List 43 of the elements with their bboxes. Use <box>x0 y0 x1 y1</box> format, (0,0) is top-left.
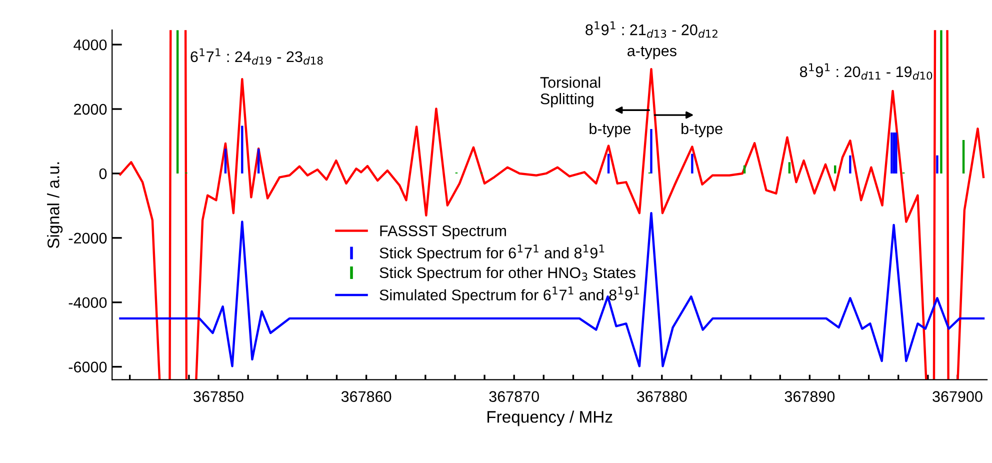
bar <box>788 162 791 174</box>
annotation: b-type <box>682 122 722 138</box>
bar <box>834 165 836 174</box>
x-tick-label: 367850 <box>194 391 244 402</box>
bar <box>691 154 694 174</box>
bar <box>257 148 260 174</box>
annotation: 6$^{1}$7$^{1}$ : 24$_{d19}$ - 23$_{d18}$ <box>190 48 323 65</box>
bar <box>936 155 938 174</box>
x-tick-label: 367890 <box>784 391 835 402</box>
y-tick-label: 0 <box>99 168 107 180</box>
bar <box>607 154 610 174</box>
annotation: b-type <box>590 122 630 138</box>
legend-label: Stick Spectrum for 6$^{1}$7$^{1}$ and 8$^{1}$9$^{1}$ <box>380 244 604 262</box>
y-tick-label: -6000 <box>68 362 107 372</box>
annotation: a-types <box>628 46 676 60</box>
x-tick-label: 367900 <box>932 391 982 402</box>
x-tick-label: 367860 <box>341 391 392 402</box>
y-tick-label: -2000 <box>68 232 107 244</box>
bar <box>892 132 896 174</box>
bar <box>743 165 746 174</box>
annotation: 8$^{1}$9$^{1}$ : 20$_{d11}$ - 19$_{d10}$ <box>800 63 932 80</box>
annotation: Torsional Splitting <box>540 76 600 108</box>
bar <box>940 30 942 174</box>
y-tick-label: -4000 <box>68 297 107 308</box>
bar <box>241 126 244 174</box>
legend-label: Simulated Spectrum for 6$^{1}$7$^{1}$ and 8$^{1}$9$^{1}$ <box>380 286 639 304</box>
bar <box>650 129 652 174</box>
x-axis-title: Frequency / MHz <box>487 410 612 426</box>
bar <box>849 155 852 174</box>
x-tick-label: 367880 <box>636 391 687 402</box>
y-tick-label: 2000 <box>74 104 107 115</box>
line-series <box>119 212 985 368</box>
bar <box>962 140 965 174</box>
y-axis-title: Signal / a.u. <box>47 162 63 248</box>
bar <box>224 148 227 174</box>
y-tick-label: 4000 <box>74 39 107 50</box>
legend-label: Stick Spectrum for other HNO$_{3}$ States <box>380 266 636 282</box>
x-tick-label: 367870 <box>489 391 539 402</box>
bar <box>176 30 179 174</box>
bar <box>890 132 893 174</box>
legend-label: FASSST Spectrum <box>380 225 506 240</box>
bar <box>895 132 898 174</box>
annotation: 8$^{1}$9$^{1}$ : 21$_{d13}$ - 20$_{d12}$ <box>586 21 718 38</box>
